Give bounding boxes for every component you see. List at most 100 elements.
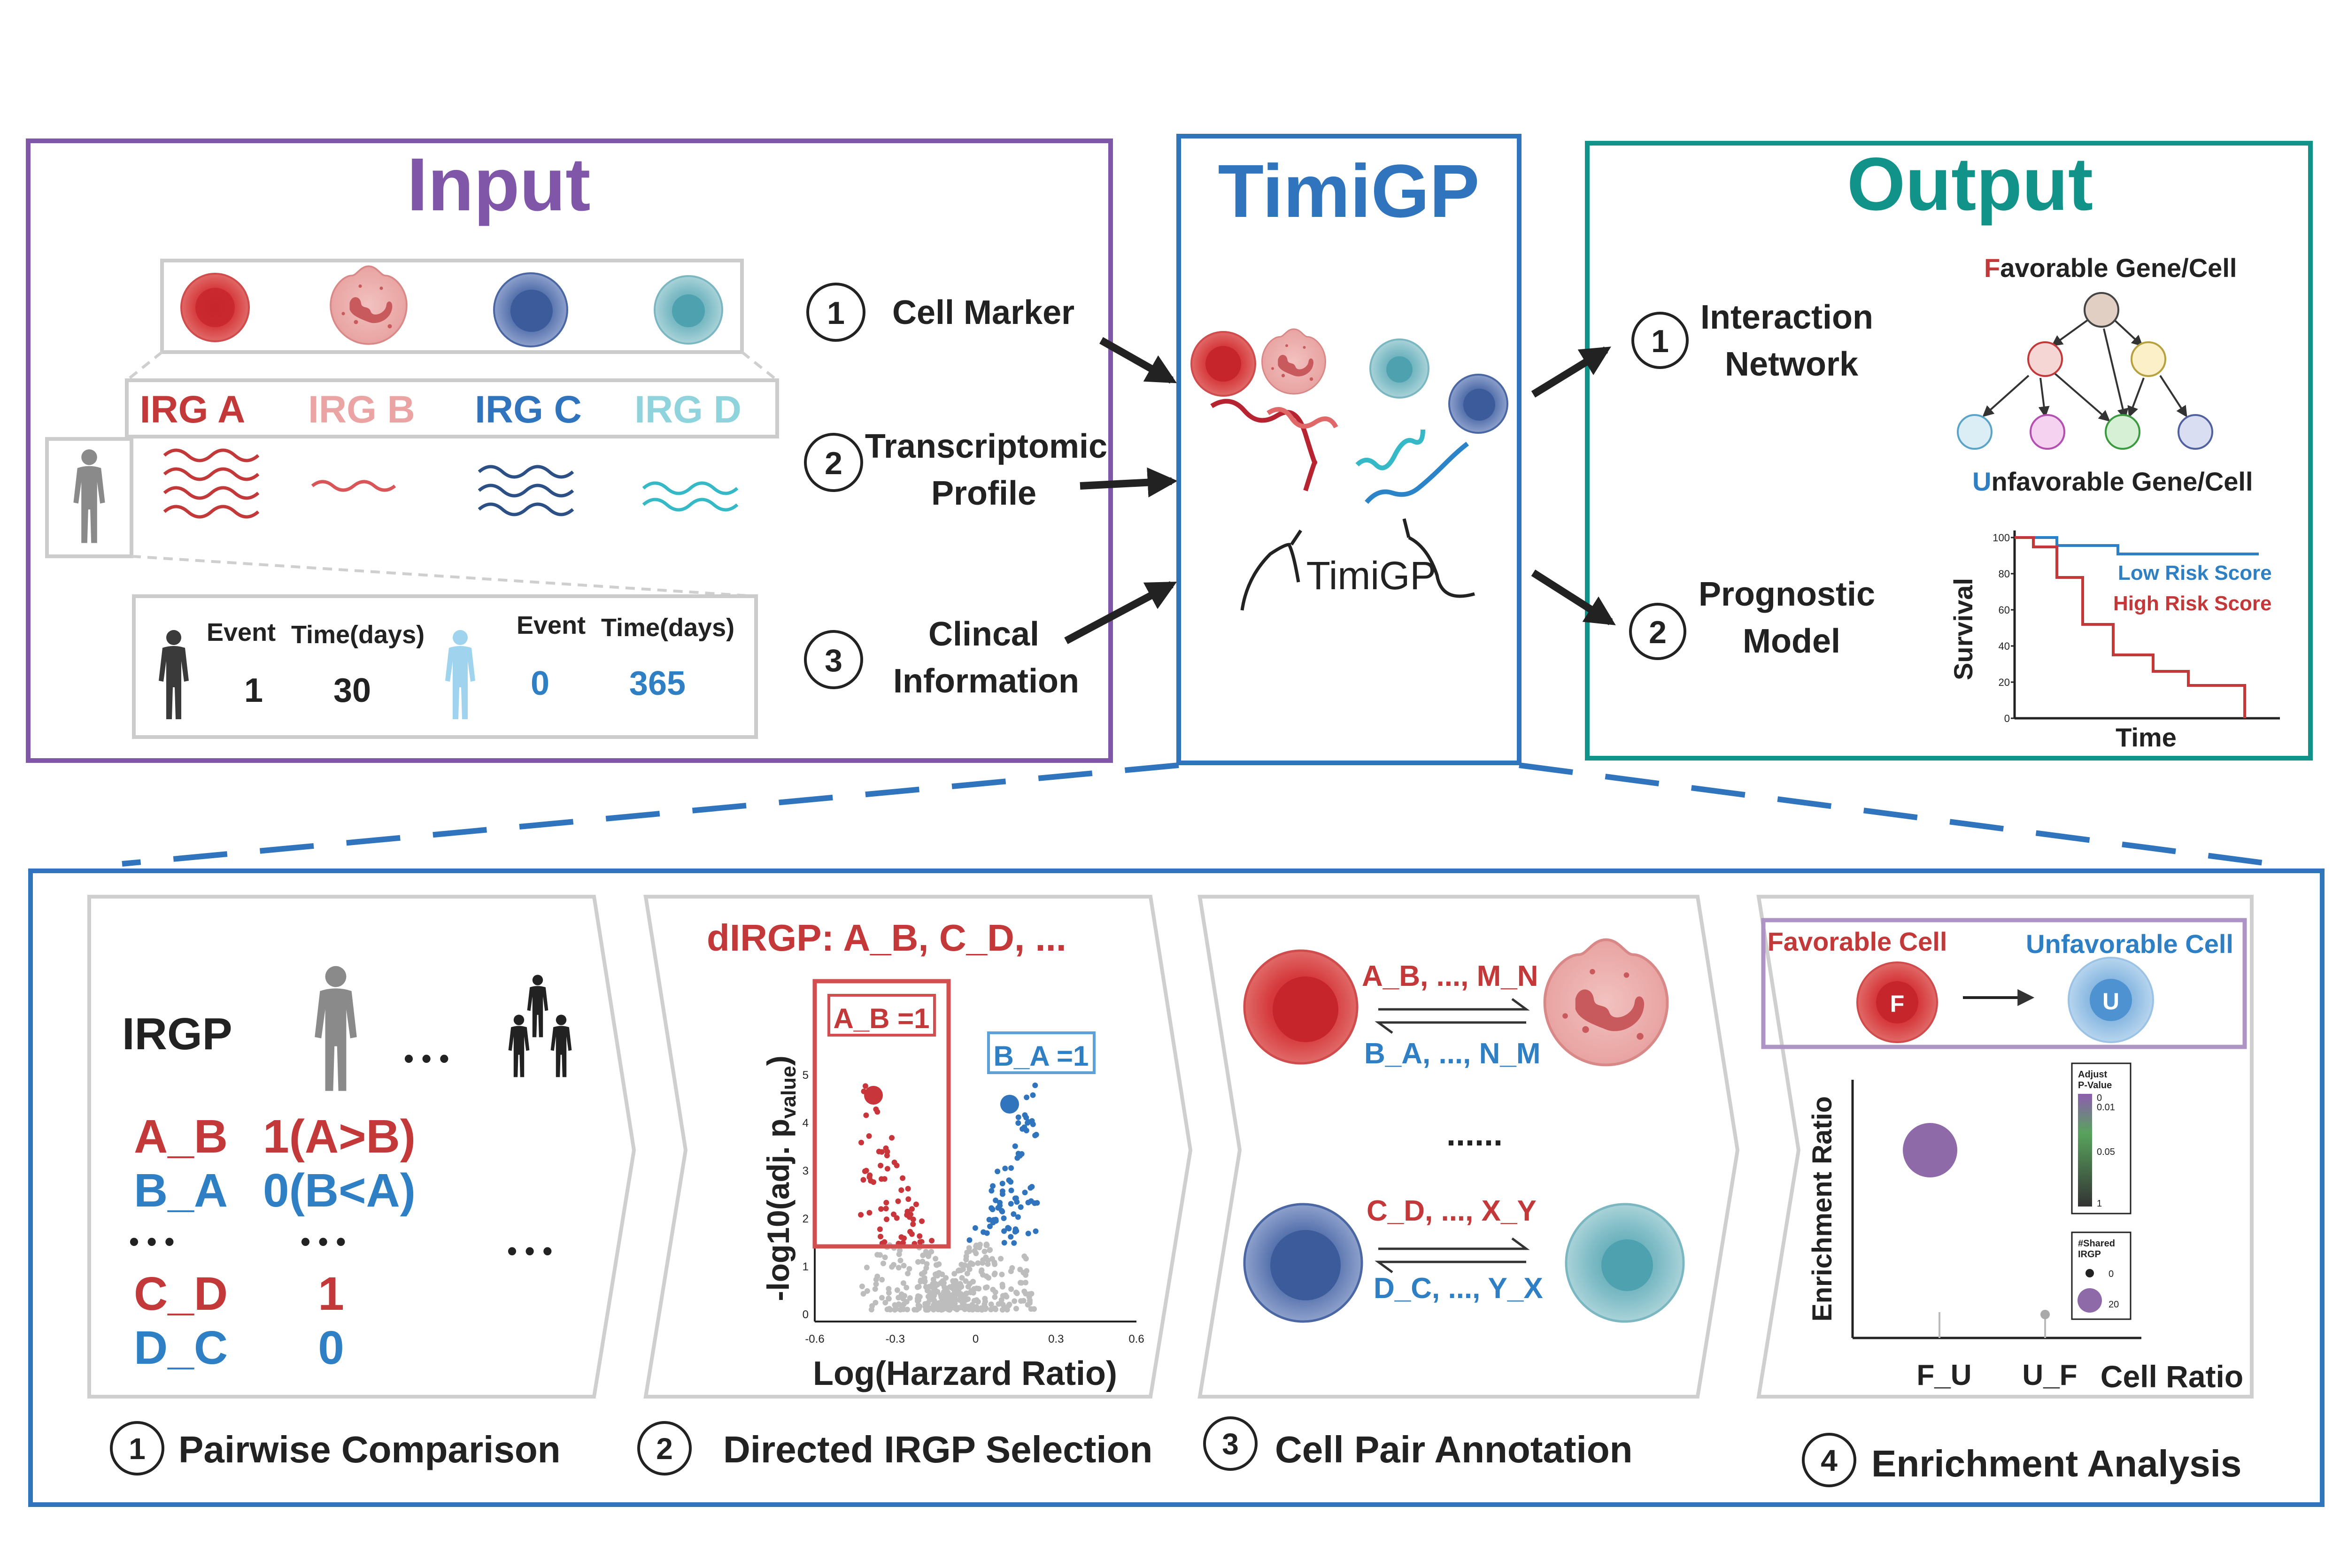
volcano-xtick: 0 [973, 1333, 979, 1345]
f-label: F [1890, 991, 1905, 1017]
volcano-point [1015, 1120, 1021, 1126]
volcano-point [1018, 1280, 1023, 1286]
arrow-to-network [1531, 346, 1611, 398]
volcano-point [996, 1301, 1002, 1307]
volcano-point [1013, 1306, 1019, 1312]
volcano-point [981, 1301, 988, 1307]
volcano-point [999, 1282, 1005, 1288]
patient-box [45, 437, 133, 558]
volcano-point [858, 1139, 864, 1145]
chevron-4 [1756, 895, 2254, 1399]
step3-label: Cell Pair Annotation [1275, 1429, 1633, 1470]
volcano-point [869, 1303, 875, 1309]
volcano-point [1021, 1253, 1027, 1259]
favorable-gene-cell-label: Favorable Gene/Cell [1984, 253, 2237, 283]
volcano-xlabel: Log(Harzard Ratio) [813, 1355, 1117, 1392]
pair-row-0: A_B [134, 1110, 228, 1163]
km-ytick: 60 [1999, 604, 2010, 616]
volcano-point [973, 1285, 980, 1291]
cell-ratio-label: Cell Ratio [2101, 1359, 2243, 1394]
volcano-point [906, 1214, 912, 1220]
volcano-point [1015, 1151, 1021, 1157]
zoom-connector [122, 762, 2271, 867]
volcano-point [863, 1112, 869, 1118]
volcano-point [972, 1225, 978, 1231]
volcano-point [942, 1306, 948, 1311]
input-list: 1 Cell Marker 2 Transcriptomic Profile 3… [804, 283, 1178, 700]
volcano-point [1012, 1298, 1018, 1304]
volcano-point [980, 1260, 986, 1266]
arrow-to-model [1531, 569, 1616, 625]
volcano-point [935, 1305, 942, 1310]
volcano-point [1002, 1165, 1008, 1171]
volcano-point [981, 1229, 987, 1235]
volcano-point [877, 1226, 883, 1232]
step-labels: 1 Pairwise Comparison 2 Directed IRGP Se… [110, 1416, 2241, 1487]
volcano-point [1001, 1215, 1007, 1221]
timigp-panel: TimiGP TimiGP [1176, 134, 1522, 765]
volcano-point [917, 1233, 923, 1239]
volcano-point [873, 1276, 879, 1283]
pair-value-1: 0(B<A) [263, 1164, 416, 1217]
equilibrium-arrow-top [1375, 998, 1530, 1034]
volcano-point [963, 1278, 969, 1284]
volcano-point [1008, 1187, 1014, 1193]
box-blue-label: B_A =1 [994, 1040, 1089, 1072]
volcano-xtick: 0.6 [1128, 1333, 1144, 1345]
volcano-point [880, 1261, 886, 1267]
volcano-point [901, 1235, 907, 1241]
patient-icon [73, 449, 105, 543]
km-low-risk-line [2015, 536, 2259, 555]
volcano-point [1003, 1305, 1009, 1311]
volcano-point [882, 1299, 888, 1306]
volcano-point [1001, 1240, 1007, 1246]
volcano-point [919, 1259, 926, 1265]
volcano-point [970, 1290, 976, 1296]
directed-irgp-panel: dIRGP: A_B, C_D, ... -0.6 -0.3 0 0.3 0.6 0 1 2 3… [707, 917, 1144, 1392]
km-high-risk-label: High Risk Score [2113, 592, 2271, 615]
volcano-point [914, 1296, 920, 1302]
volcano-point [958, 1281, 964, 1287]
volcano-point [1008, 1179, 1014, 1185]
volcano-point [952, 1300, 958, 1306]
volcano-point [966, 1237, 973, 1243]
volcano-point [934, 1282, 939, 1288]
favorable-cell-label: Favorable Cell [1768, 927, 1947, 956]
workflow-panel: IRGP • • • A_B 1(A>B) B_A 0(B<A) • • • •… [28, 869, 2325, 1507]
legend1-tick-3: 1 [2097, 1199, 2102, 1209]
volcano-point [882, 1254, 888, 1261]
legend1-title-1: Adjust [2078, 1069, 2108, 1080]
volcano-point [997, 1203, 1003, 1208]
volcano-point [1032, 1132, 1038, 1138]
volcano-point [900, 1175, 906, 1181]
volcano-point [902, 1293, 907, 1299]
xcat-fu: F_U [1916, 1359, 1971, 1391]
volcano-point [1020, 1126, 1026, 1132]
volcano-point [919, 1218, 925, 1224]
volcano-point [975, 1299, 981, 1305]
volcano-point [1001, 1228, 1007, 1234]
neutrophil-cell-icon [330, 265, 408, 345]
bottom-red-pairs: C_D, ..., X_Y [1367, 1195, 1537, 1227]
volcano-point [970, 1261, 976, 1267]
volcano-point [909, 1231, 915, 1237]
timigp-frame [1176, 134, 1522, 765]
volcano-point [1011, 1211, 1017, 1217]
volcano-point [1030, 1092, 1036, 1098]
chevron-3 [1197, 895, 1740, 1399]
volcano-point [999, 1181, 1005, 1186]
bottom-blue-pairs: D_C, ..., Y_X [1374, 1272, 1543, 1305]
chevron-1 [87, 895, 636, 1399]
unfavorable-cell-label: Unfavorable Cell [2026, 929, 2233, 959]
volcano-point [864, 1264, 870, 1270]
volcano-point [983, 1241, 989, 1247]
patient1-event: 1 [244, 672, 263, 709]
volcano-point [998, 1256, 1004, 1262]
pairs-dots: ...... [1446, 1115, 1503, 1153]
volcano-point [963, 1257, 969, 1262]
volcano-point [944, 1289, 950, 1295]
volcano-point [886, 1290, 892, 1296]
volcano-point [1008, 1234, 1014, 1240]
volcano-point [864, 1288, 870, 1294]
volcano-point [860, 1291, 866, 1297]
